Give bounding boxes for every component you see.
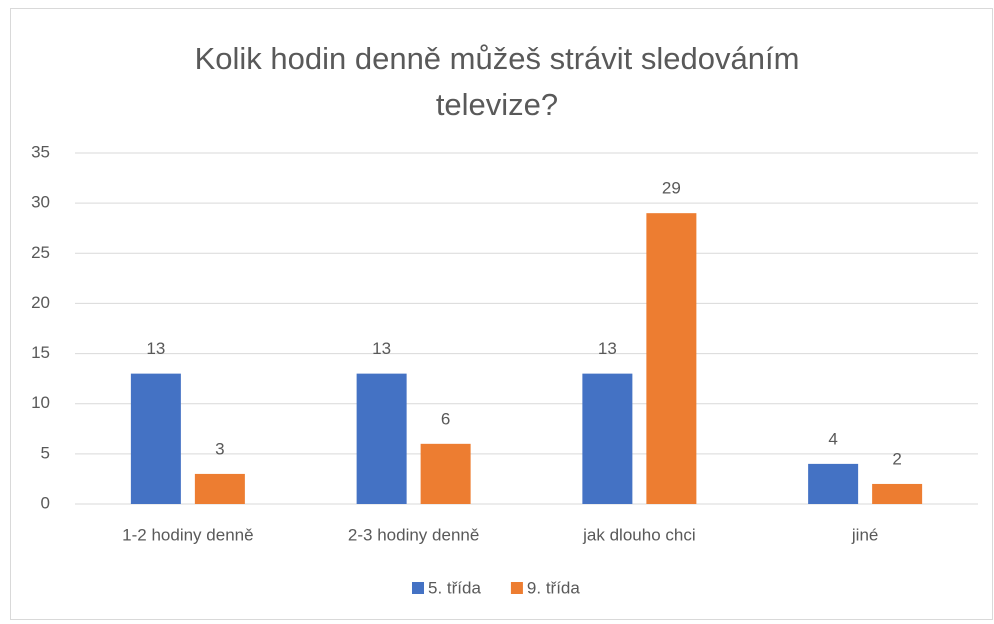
- bar: [872, 483, 923, 504]
- bar: [582, 373, 633, 504]
- data-label: 3: [215, 439, 224, 458]
- x-tick-label: jiné: [851, 525, 878, 544]
- bar: [130, 373, 181, 504]
- data-label: 13: [372, 339, 391, 358]
- y-tick-label: 20: [31, 293, 50, 312]
- y-tick-label: 30: [31, 193, 50, 212]
- bar: [356, 373, 407, 504]
- bar: [194, 473, 245, 504]
- data-label: 13: [598, 339, 617, 358]
- bar: [646, 213, 697, 504]
- y-tick-label: 25: [31, 243, 50, 262]
- data-label: 29: [662, 179, 681, 198]
- bar: [808, 463, 859, 504]
- x-tick-label: jak dlouho chci: [582, 525, 695, 544]
- data-label: 2: [892, 449, 901, 468]
- data-label: 13: [146, 339, 165, 358]
- data-label: 6: [441, 409, 450, 428]
- y-tick-label: 15: [31, 343, 50, 362]
- legend-swatch: [412, 582, 424, 594]
- y-tick-label: 10: [31, 393, 50, 412]
- x-tick-label: 1-2 hodiny denně: [122, 525, 253, 544]
- legend-swatch: [510, 582, 523, 594]
- y-tick-label: 0: [41, 493, 50, 512]
- y-tick-label: 5: [41, 443, 50, 462]
- legend-label: 9. třída: [527, 578, 580, 597]
- chart-border: [10, 8, 993, 620]
- x-tick-label: 2-3 hodiny denně: [348, 525, 479, 544]
- data-label: 4: [828, 429, 837, 448]
- legend-label: 5. třída: [428, 578, 481, 597]
- bar: [420, 443, 471, 504]
- chart-title: Kolik hodin denně můžeš strávit sledován…: [194, 41, 800, 122]
- y-tick-label: 35: [31, 142, 50, 161]
